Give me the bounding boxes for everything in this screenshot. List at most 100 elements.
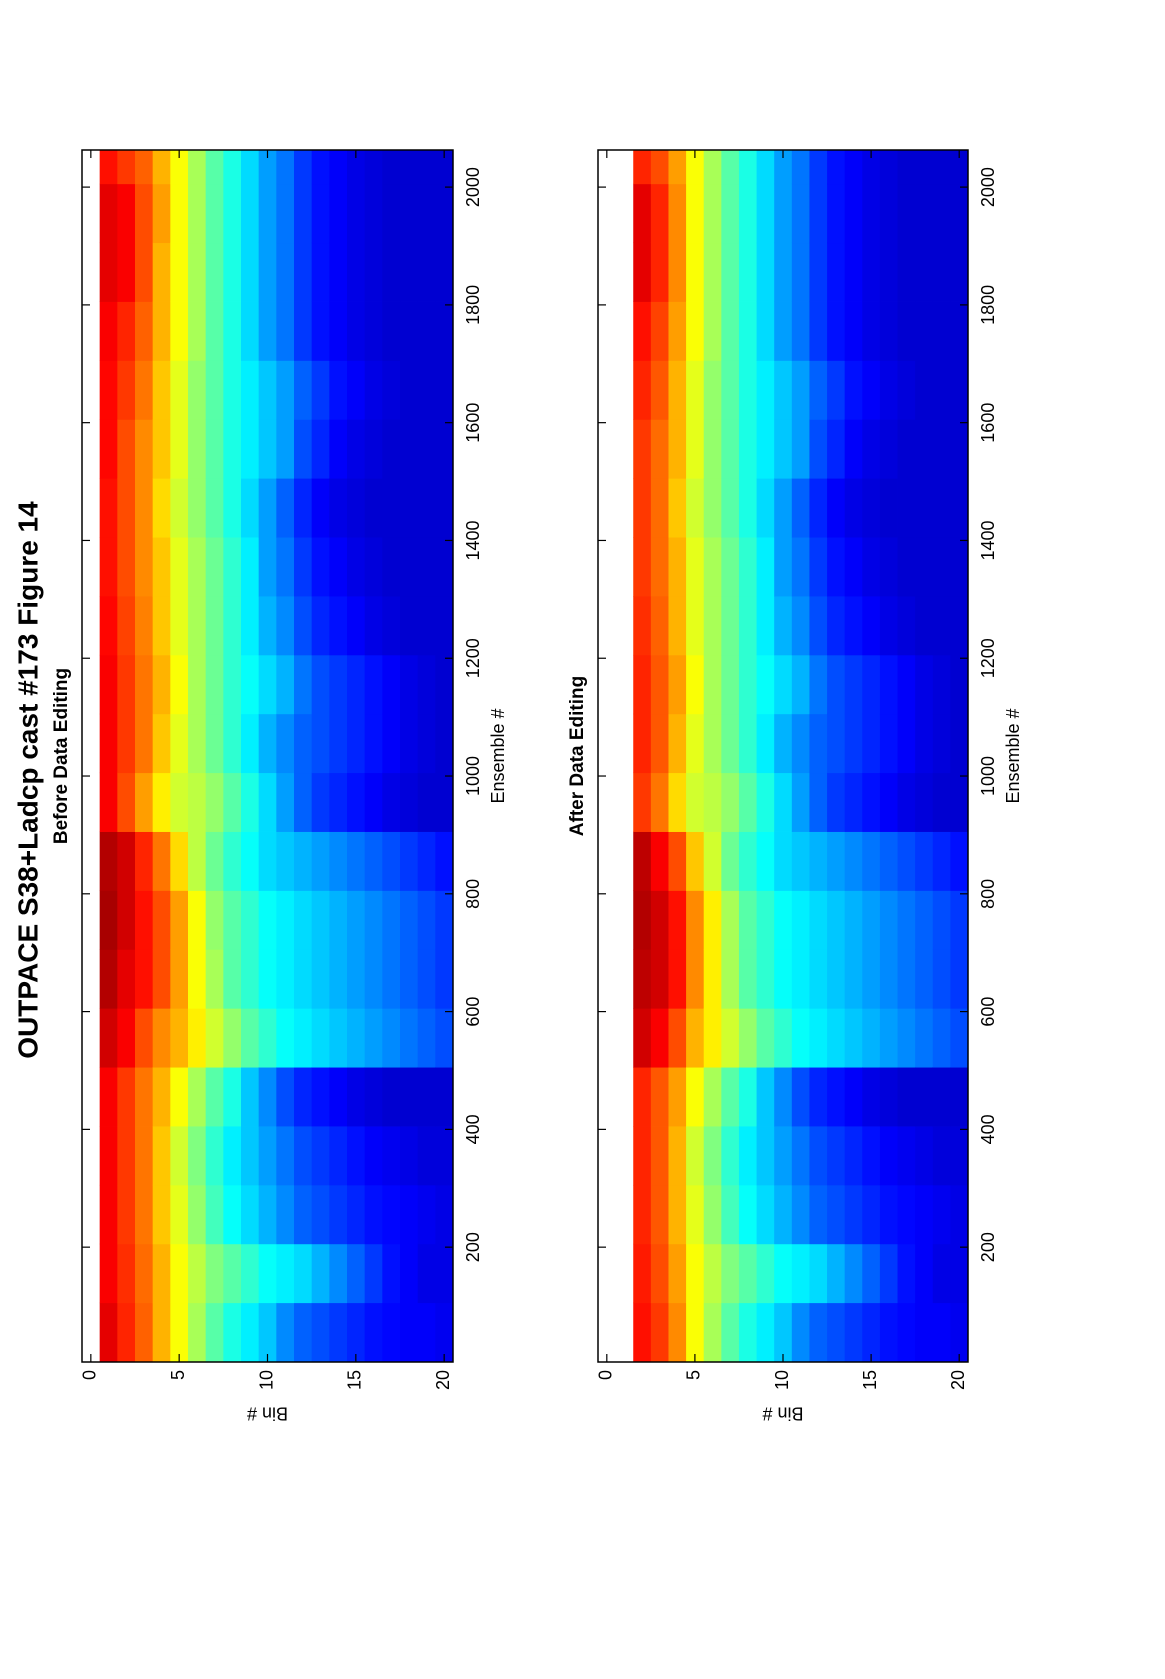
heatmap-cell bbox=[435, 360, 454, 420]
heatmap-cell bbox=[382, 1067, 401, 1127]
heatmap-cell bbox=[188, 949, 207, 1009]
heatmap-cell bbox=[400, 713, 419, 774]
heatmap-cell bbox=[756, 183, 775, 244]
heatmap-cell bbox=[862, 772, 881, 832]
heatmap-cell bbox=[223, 1067, 242, 1127]
heatmap-cell bbox=[117, 890, 136, 950]
heatmap-cell bbox=[382, 149, 401, 185]
heatmap-cell bbox=[756, 596, 775, 656]
heatmap-cell bbox=[400, 654, 419, 715]
heatmap-cell bbox=[703, 183, 722, 244]
heatmap-cell bbox=[152, 772, 171, 832]
heatmap-cell bbox=[686, 419, 705, 479]
heatmap-cell bbox=[276, 419, 295, 479]
heatmap-cell bbox=[809, 654, 828, 715]
heatmap-cell bbox=[170, 301, 189, 361]
heatmap-cell bbox=[721, 890, 740, 950]
heatmap-cell bbox=[170, 149, 189, 185]
heatmap-cell bbox=[862, 1126, 881, 1186]
heatmap-cell bbox=[382, 713, 401, 774]
heatmap-cell bbox=[668, 478, 687, 538]
heatmap-cell bbox=[258, 654, 277, 715]
heatmap-cell bbox=[650, 772, 669, 832]
heatmap-cell bbox=[152, 149, 171, 185]
heatmap-cell bbox=[862, 654, 881, 715]
heatmap-cell bbox=[117, 713, 136, 774]
heatmap-cell bbox=[417, 419, 436, 479]
heatmap-cell bbox=[932, 1302, 951, 1362]
heatmap-cell bbox=[650, 1008, 669, 1068]
heatmap-cell bbox=[188, 419, 207, 479]
heatmap-cell bbox=[809, 596, 828, 656]
heatmap-cell bbox=[915, 242, 934, 302]
heatmap-cell bbox=[294, 596, 313, 656]
heatmap-cell bbox=[329, 772, 348, 832]
heatmap-cell bbox=[170, 1302, 189, 1362]
y-tick-label: 5 bbox=[168, 1370, 188, 1380]
x-tick-label: 1800 bbox=[463, 285, 483, 325]
heatmap-cell bbox=[135, 301, 154, 361]
heatmap-cell bbox=[809, 419, 828, 479]
heatmap-cell bbox=[258, 183, 277, 244]
heatmap-cell bbox=[117, 537, 136, 597]
heatmap-cell bbox=[417, 1126, 436, 1186]
y-tick-label: 0 bbox=[596, 1370, 616, 1380]
heatmap-cell bbox=[738, 242, 757, 302]
heatmap-cell bbox=[827, 949, 846, 1009]
heatmap-cell bbox=[241, 1008, 260, 1068]
heatmap-cell bbox=[294, 360, 313, 420]
heatmap-cell bbox=[633, 1302, 652, 1362]
heatmap-cell bbox=[650, 596, 669, 656]
heatmap-cell bbox=[311, 183, 330, 244]
heatmap-cell bbox=[756, 478, 775, 538]
x-tick-label: 1200 bbox=[978, 638, 998, 678]
heatmap-cell bbox=[170, 1067, 189, 1127]
heatmap-cell bbox=[135, 1126, 154, 1186]
heatmap-cell bbox=[347, 183, 366, 244]
heatmap-cell bbox=[205, 596, 224, 656]
y-tick-label: 0 bbox=[80, 1370, 100, 1380]
heatmap-cell bbox=[241, 1302, 260, 1362]
heatmap-cell bbox=[188, 242, 207, 302]
heatmap-cell bbox=[950, 596, 969, 656]
heatmap-cell bbox=[827, 1243, 846, 1304]
heatmap-cell bbox=[400, 360, 419, 420]
heatmap-cell bbox=[170, 890, 189, 950]
x-axis-label: Ensemble # bbox=[488, 708, 508, 803]
heatmap-cell bbox=[276, 1243, 295, 1304]
heatmap-cell bbox=[827, 831, 846, 891]
heatmap-cell bbox=[276, 478, 295, 538]
rotated-figure: OUTPACE S38+Ladcp cast #173 Figure 14 20… bbox=[12, 149, 1023, 1423]
heatmap-cell bbox=[417, 713, 436, 774]
heatmap-cell bbox=[932, 772, 951, 832]
heatmap-cell bbox=[435, 772, 454, 832]
heatmap-cell bbox=[862, 1243, 881, 1304]
heatmap-cell bbox=[223, 1243, 242, 1304]
heatmap-cell bbox=[756, 419, 775, 479]
heatmap-cell bbox=[258, 949, 277, 1009]
heatmap-cell bbox=[791, 1243, 810, 1304]
heatmap-cell bbox=[188, 360, 207, 420]
heatmap-cell bbox=[633, 478, 652, 538]
x-tick-label: 1600 bbox=[978, 403, 998, 443]
heatmap-cell bbox=[774, 596, 793, 656]
heatmap-cell bbox=[188, 537, 207, 597]
heatmap-cell bbox=[435, 478, 454, 538]
heatmap-cell bbox=[791, 596, 810, 656]
heatmap-cell bbox=[135, 713, 154, 774]
heatmap-cell bbox=[915, 1008, 934, 1068]
heatmap-cell bbox=[400, 831, 419, 891]
heatmap-cell bbox=[721, 360, 740, 420]
heatmap-cell bbox=[258, 1302, 277, 1362]
heatmap-cell bbox=[294, 1126, 313, 1186]
heatmap-cell bbox=[276, 890, 295, 950]
heatmap-cell bbox=[897, 419, 916, 479]
heatmap-cell bbox=[738, 772, 757, 832]
y-axis-label: Bin # bbox=[762, 1403, 803, 1423]
heatmap-cell bbox=[844, 1243, 863, 1304]
heatmap-cell bbox=[364, 183, 383, 244]
heatmap-cell bbox=[915, 1067, 934, 1127]
heatmap-cell bbox=[738, 1008, 757, 1068]
heatmap-cell bbox=[650, 478, 669, 538]
